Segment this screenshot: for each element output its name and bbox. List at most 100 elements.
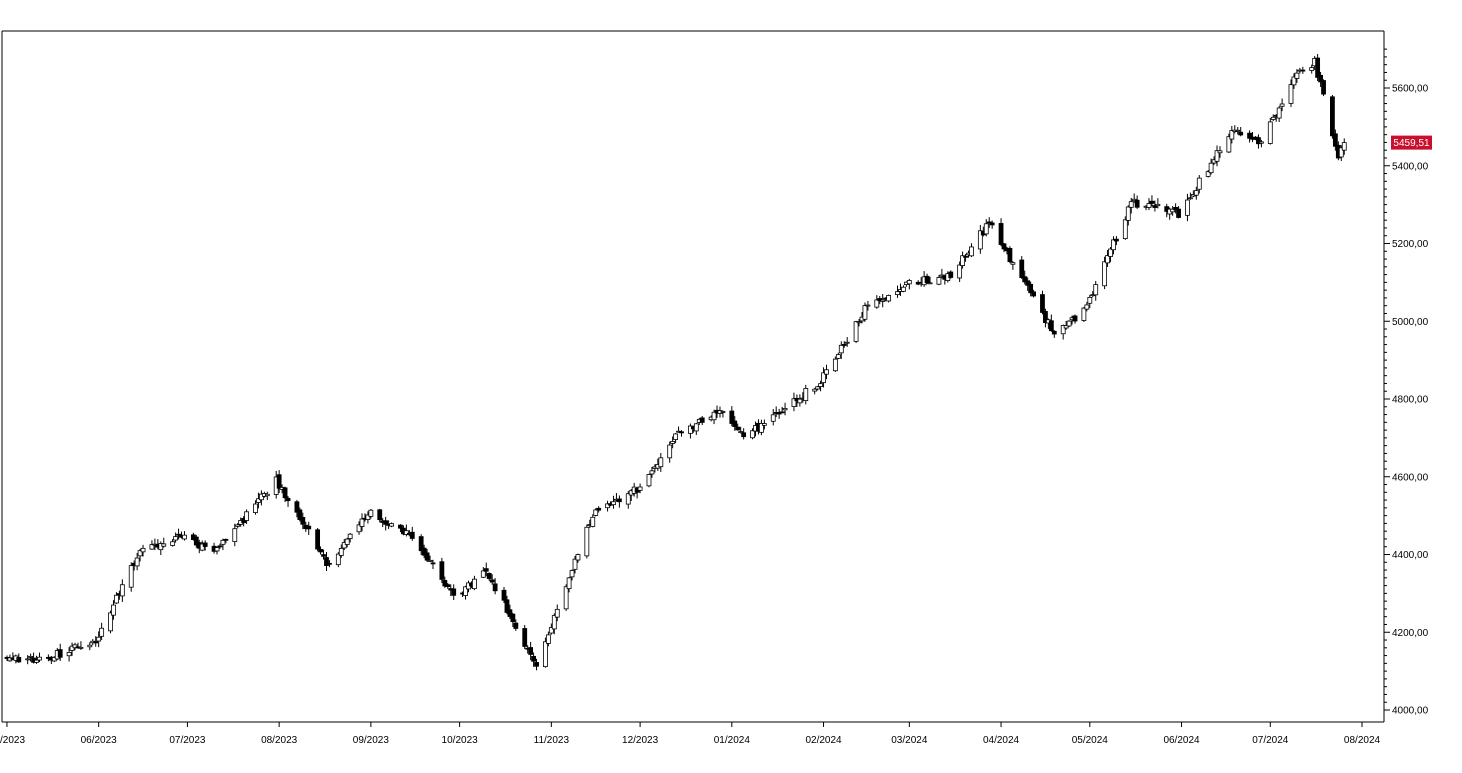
candle-down — [528, 647, 534, 655]
candle-down — [1025, 280, 1031, 286]
candle-down — [741, 432, 747, 438]
y-axis: 4000,00 4200,00 4400,00 4600,00 4800,00 5000,… — [1384, 48, 1429, 717]
candle-down — [486, 572, 492, 579]
x-tick-label: 02/2024 — [805, 735, 842, 746]
candle-down — [483, 568, 489, 572]
candle-down — [398, 524, 403, 529]
candle-up — [1185, 199, 1190, 216]
candle-up — [480, 570, 486, 578]
candle-down — [324, 557, 329, 566]
candle-up — [983, 223, 989, 235]
candle-up — [235, 524, 241, 527]
candle-down — [729, 410, 735, 424]
x-tick-label: 11/2023 — [534, 735, 570, 746]
candle-down — [282, 487, 288, 499]
candle-down — [16, 657, 22, 663]
candle-up — [347, 533, 353, 539]
candle-up — [750, 430, 755, 439]
candle-up — [244, 511, 250, 521]
candle-up — [1196, 177, 1202, 190]
candle-down — [948, 271, 954, 278]
candle-up — [232, 528, 238, 542]
candle-up — [838, 344, 844, 354]
candle-down — [776, 412, 782, 415]
candle-up — [389, 523, 394, 527]
candle-up — [170, 541, 176, 546]
candle-up — [356, 524, 362, 533]
candle-up — [1128, 201, 1134, 208]
candle-up — [1066, 320, 1072, 327]
candle-down — [297, 509, 303, 520]
candle-up — [1267, 121, 1273, 144]
candle-down — [1176, 208, 1181, 218]
candle-down — [963, 255, 968, 258]
candle-down — [176, 533, 181, 536]
candle-up — [1309, 67, 1315, 71]
candle-down — [1300, 69, 1306, 72]
last-value-marker: 5459,51 — [1391, 135, 1432, 150]
candle-up — [472, 578, 477, 590]
x-tick-label: 08/2024 — [1344, 735, 1381, 746]
candle-down — [276, 474, 282, 489]
candle-up — [761, 423, 767, 426]
candle-up — [72, 644, 78, 649]
candle-up — [1188, 197, 1193, 200]
candle-up — [1155, 203, 1161, 207]
candle-down — [321, 554, 326, 557]
candle-up — [575, 554, 581, 561]
candle-down — [1043, 311, 1048, 323]
candle-down — [522, 628, 528, 647]
candle-up — [812, 388, 818, 392]
candle-up — [220, 539, 226, 545]
candle-up — [821, 372, 826, 384]
candle-up — [782, 408, 788, 411]
candle-up — [1208, 162, 1214, 174]
candle-up — [957, 264, 963, 279]
candle-down — [1152, 205, 1158, 208]
candle-up — [182, 534, 187, 540]
candle-up — [37, 656, 42, 661]
candle-up — [1193, 190, 1199, 196]
last-value-box — [1391, 135, 1432, 150]
candle-up — [1214, 150, 1220, 162]
candle-up — [605, 503, 610, 509]
candle-down — [1019, 259, 1025, 278]
candle-up — [551, 615, 557, 630]
candle-up — [119, 584, 125, 597]
candle-up — [611, 501, 616, 506]
candle-down — [421, 547, 427, 556]
candle-up — [637, 486, 643, 491]
candle-up — [403, 530, 409, 535]
candle-down — [735, 426, 741, 431]
candle-up — [1087, 296, 1093, 304]
candle-up — [844, 341, 850, 344]
candle-up — [137, 550, 143, 557]
candle-down — [531, 655, 536, 662]
candle-down — [442, 580, 448, 587]
candle-down — [510, 613, 516, 623]
candle-up — [969, 246, 974, 257]
candle-up — [865, 304, 871, 307]
candle-down — [1321, 80, 1326, 95]
y-tick-label: 5000,00 — [1392, 317, 1429, 328]
candle-down — [732, 420, 738, 427]
last-value-label: 5459,51 — [1393, 138, 1430, 149]
candle-up — [341, 542, 347, 549]
candle-up — [78, 646, 84, 649]
candle-down — [223, 538, 229, 541]
candle-up — [977, 230, 983, 250]
candle-up — [1170, 208, 1176, 213]
candle-up — [856, 321, 862, 324]
candle-up — [563, 586, 569, 610]
candle-up — [214, 547, 220, 552]
candle-up — [569, 570, 575, 578]
candle-down — [439, 561, 445, 580]
candle-down — [507, 609, 513, 617]
candle-up — [365, 514, 371, 520]
candle-down — [924, 275, 930, 284]
candle-down — [492, 583, 498, 592]
x-tick-label: 01/2024 — [714, 735, 751, 746]
candle-down — [445, 584, 451, 587]
candle-down — [1031, 291, 1036, 297]
candle-up — [96, 636, 102, 642]
